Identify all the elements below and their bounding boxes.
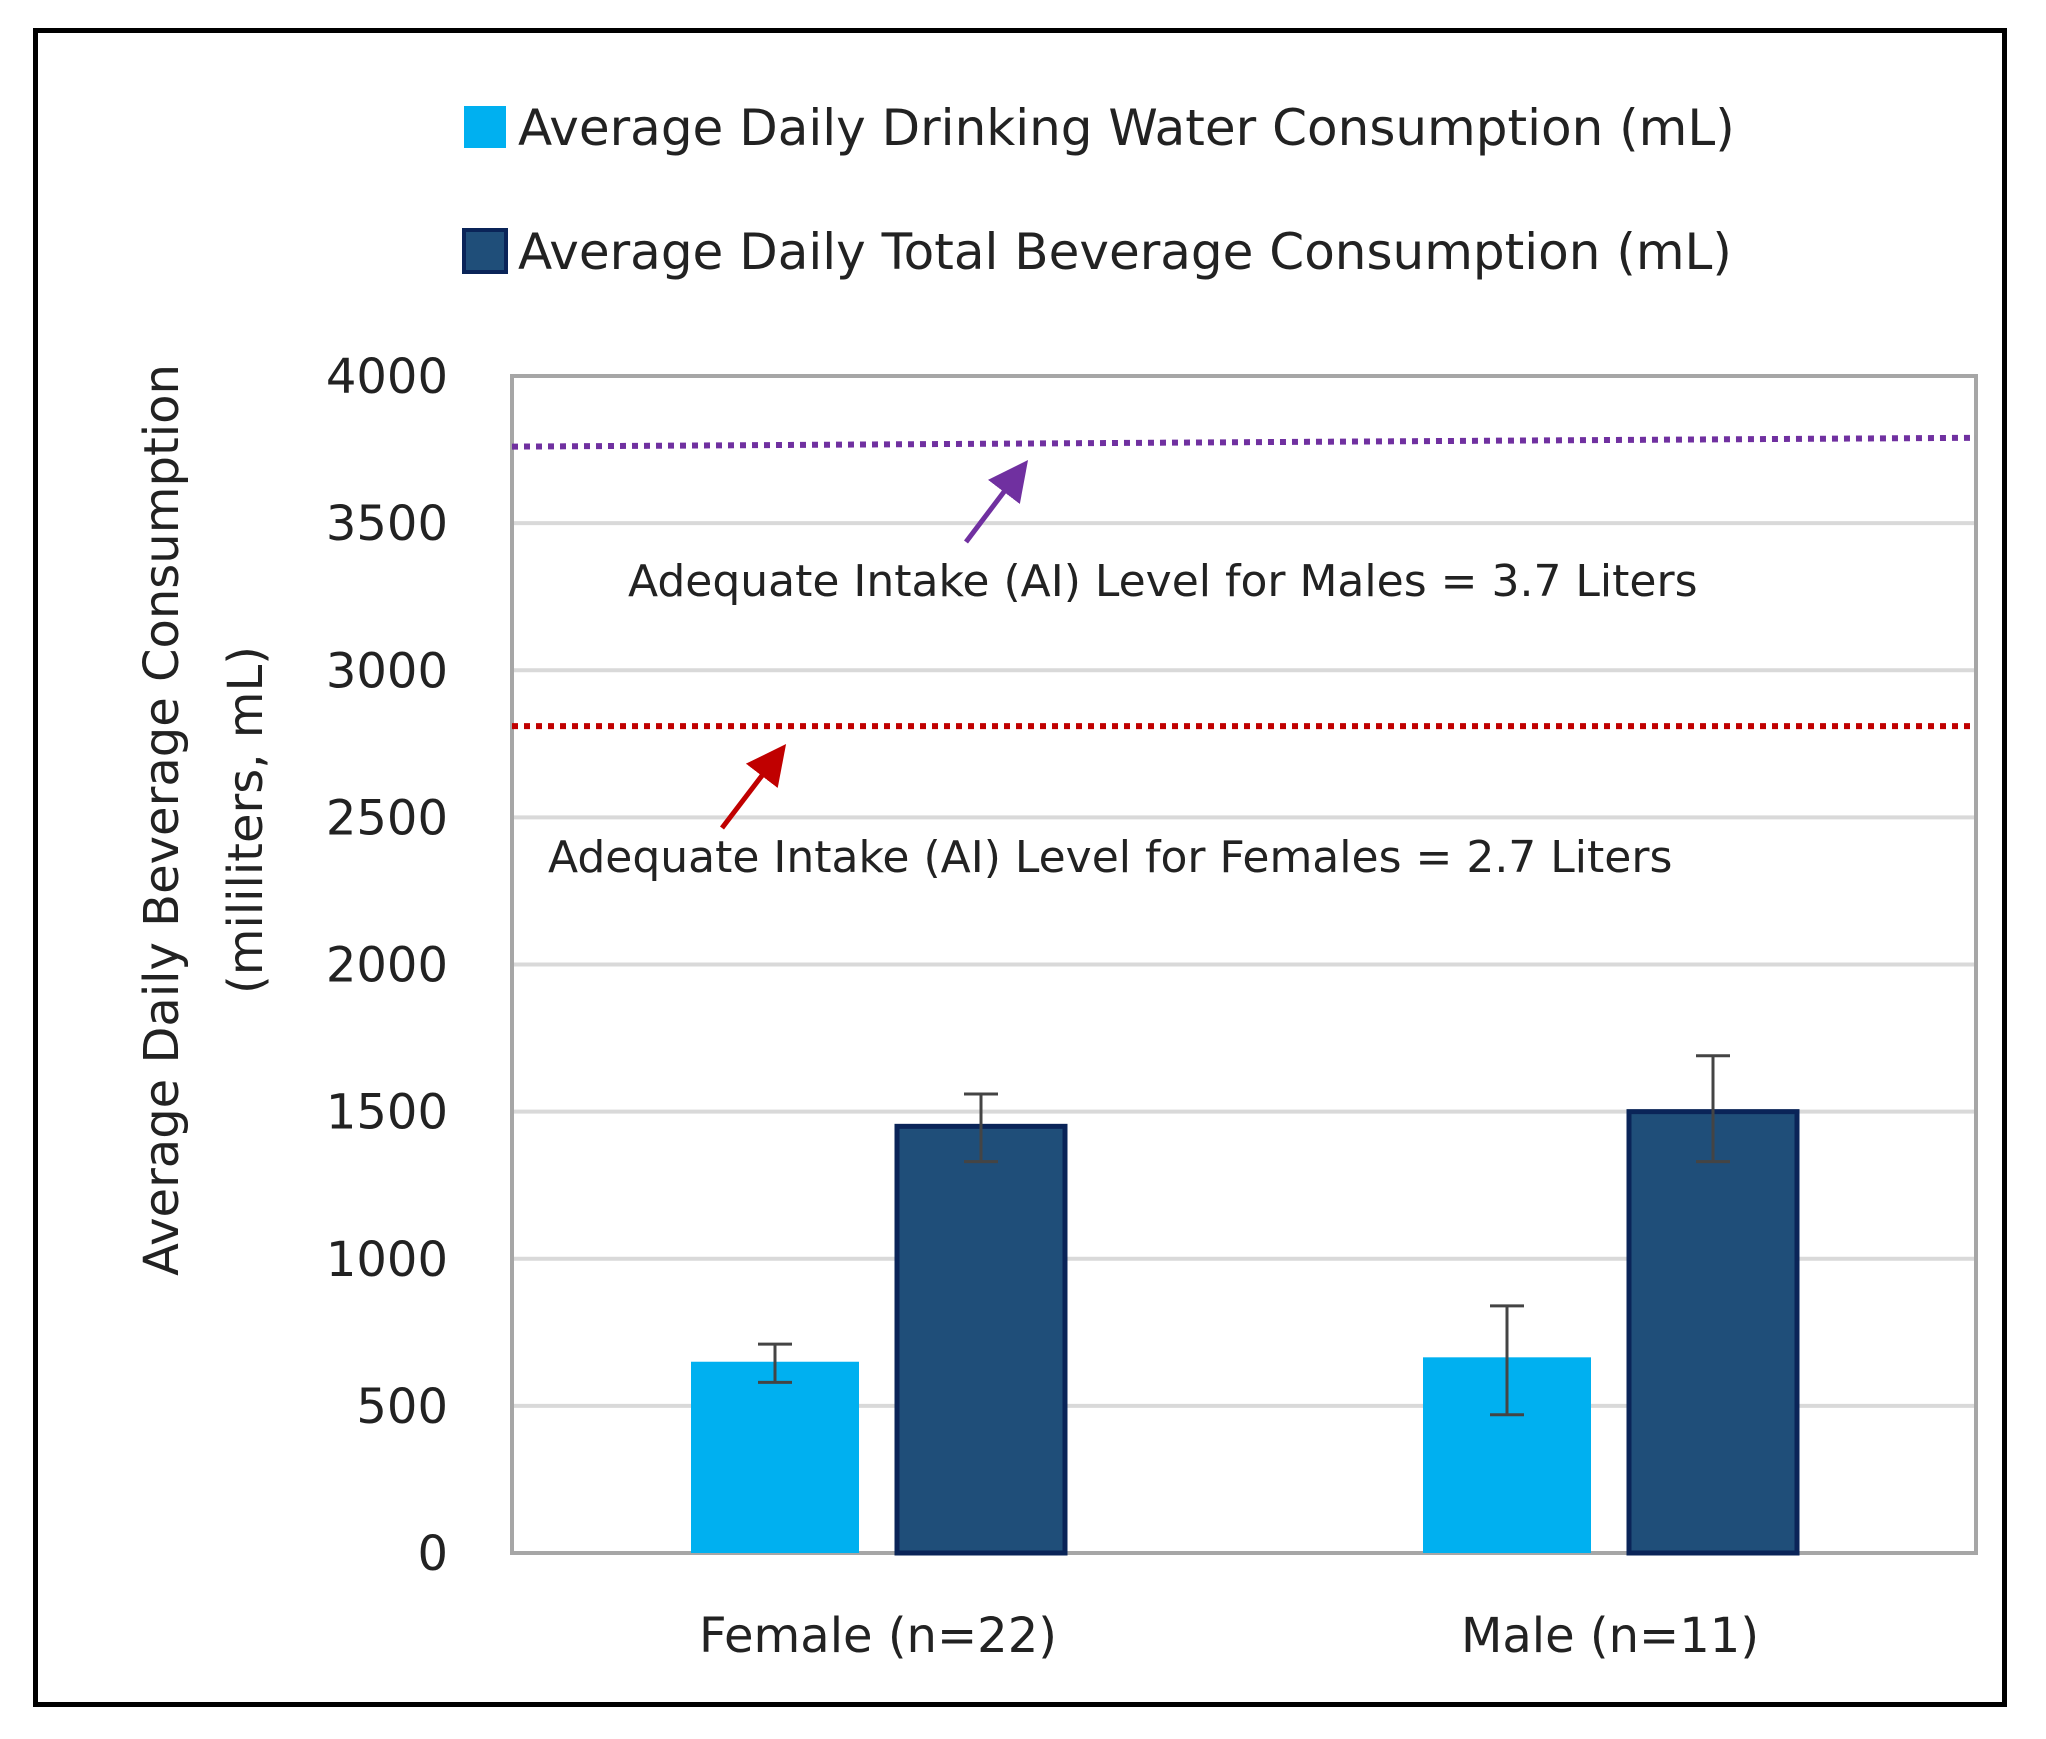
ai-label-males: Adequate Intake (AI) Level for Males = 3…: [628, 556, 1698, 607]
y-axis-label-line1: Average Daily Beverage Consumption: [134, 364, 190, 1276]
y-tick-1500: 1500: [326, 1085, 448, 1141]
bar-male-total: [1626, 1109, 1800, 1556]
x-category-1: Male (n=11): [1461, 1608, 1759, 1664]
y-tick-3500: 3500: [326, 496, 448, 552]
legend-swatch-water: [464, 106, 506, 148]
bars: [691, 1109, 1800, 1556]
x-category-labels: Female (n=22) Male (n=11): [699, 1608, 1759, 1664]
y-axis-label-line2: (mililiters, mL): [218, 646, 274, 994]
reference-lines: Adequate Intake (AI) Level for Males = 3…: [511, 434, 1977, 883]
y-tick-3000: 3000: [326, 643, 448, 699]
legend-label-total: Average Daily Total Beverage Consumption…: [518, 223, 1732, 281]
y-tick-labels: 0 500 1000 1500 2000 2500 3000 3500 4000: [326, 349, 448, 1582]
legend: Average Daily Drinking Water Consumption…: [462, 99, 1735, 281]
legend-label-water: Average Daily Drinking Water Consumption…: [518, 99, 1735, 157]
legend-swatch-total: [462, 228, 508, 274]
y-tick-2500: 2500: [326, 790, 448, 846]
ai-arrow-females: [720, 744, 787, 830]
ai-label-females: Adequate Intake (AI) Level for Females =…: [548, 832, 1672, 883]
y-tick-4000: 4000: [326, 349, 448, 405]
y-tick-2000: 2000: [326, 938, 448, 994]
ai-line-males: [511, 434, 1977, 450]
ai-arrow-males: [964, 460, 1029, 544]
y-tick-0: 0: [417, 1526, 448, 1582]
bar-female-total: [894, 1123, 1068, 1556]
y-tick-1000: 1000: [326, 1232, 448, 1288]
y-tick-500: 500: [356, 1379, 448, 1435]
bar-female-water: [691, 1361, 859, 1553]
x-category-0: Female (n=22): [699, 1608, 1057, 1664]
plot-area-border: [510, 374, 1978, 1555]
error-bars: [758, 1054, 1730, 1417]
plot-border-rect: [510, 374, 1978, 1555]
